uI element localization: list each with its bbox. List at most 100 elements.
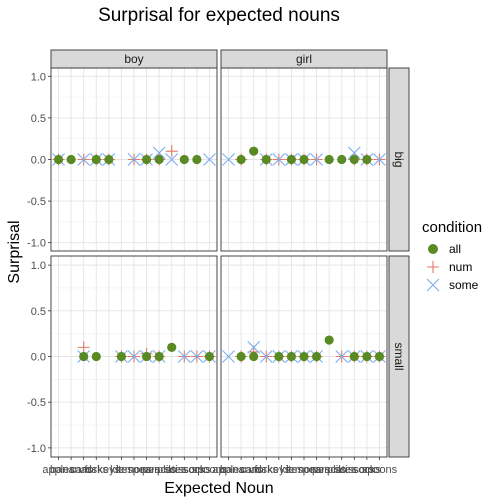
x-tick-label: spoons	[362, 464, 398, 476]
panel-girl-big	[220, 67, 388, 252]
point-all-plates	[167, 342, 177, 352]
x-tick-label: apples	[42, 464, 75, 476]
axis-layer: boy girl big small -1.0 -0.5 0.0 0.5 1.0 -1.0 -0.5…	[27, 49, 410, 476]
x-tick-label: forks	[84, 464, 108, 476]
point-all-scissors	[179, 154, 189, 165]
point-all-cards	[249, 351, 259, 362]
point-all-forks	[261, 154, 271, 165]
point-some-spoons	[373, 153, 386, 166]
point-all-scissors	[349, 154, 359, 165]
legend-label-all: all	[449, 242, 461, 256]
point-all-pencils	[154, 154, 164, 165]
x-tick-label: bananas	[220, 464, 263, 476]
point-all-spoons	[204, 351, 215, 362]
point-all-keys	[104, 154, 114, 165]
point-some-plates	[165, 153, 179, 166]
point-num-plates	[165, 145, 178, 158]
x-tick-label: lemons	[286, 464, 322, 476]
legend: condition all num some	[422, 219, 482, 292]
point-all-kites	[286, 154, 297, 165]
x-tick-label: keys	[98, 464, 121, 476]
point-all-kites	[116, 351, 127, 362]
y-tick-label: 0.5	[31, 306, 46, 318]
legend-key-num	[427, 261, 439, 273]
panel-girl-small	[220, 255, 388, 458]
point-all-bananas	[236, 351, 246, 362]
y-tick-label: 0.0	[31, 352, 46, 364]
point-all-pencils	[154, 351, 164, 362]
x-tick-label: socks	[353, 464, 382, 476]
y-tick-label: -0.5	[27, 397, 46, 409]
strip-girl	[220, 49, 388, 69]
point-all-cards	[79, 351, 89, 362]
y-tick-label: 1.0	[31, 260, 46, 272]
x-tick-label: spoons	[192, 464, 228, 476]
x-tick-label: plates	[327, 464, 357, 476]
point-some-socks	[190, 350, 204, 363]
point-all-kites	[286, 351, 297, 362]
point-some-scissors	[347, 146, 361, 160]
panel-boy-small	[50, 255, 218, 458]
point-all-lemons	[299, 154, 309, 165]
point-some-lemons	[127, 153, 141, 166]
point-some-spoons	[203, 153, 216, 166]
point-num-cards	[77, 341, 90, 354]
x-tick-label: cards	[70, 464, 97, 476]
point-some-pears	[310, 153, 323, 166]
point-all-pears	[311, 351, 322, 362]
point-all-bananas	[66, 154, 76, 165]
point-some-pencils	[152, 146, 166, 160]
legend-label-some: some	[449, 278, 479, 292]
y-tick-label: -0.5	[27, 196, 46, 208]
legend-key-some	[426, 278, 440, 292]
point-all-plates	[337, 154, 347, 165]
point-all-socks	[362, 351, 372, 362]
legend-label-num: num	[449, 260, 472, 274]
x-tick-label: apples	[212, 464, 245, 476]
legend-entry-num: num	[427, 260, 472, 274]
chart-title: Surprisal for expected nouns	[98, 5, 340, 26]
point-some-cards	[77, 153, 91, 166]
point-all-forks	[91, 154, 101, 165]
point-all-socks	[192, 154, 202, 165]
x-tick-label: bananas	[50, 464, 93, 476]
point-some-lemons	[127, 350, 141, 363]
strip-label-boy: boy	[124, 52, 143, 66]
strip-label-girl: girl	[296, 52, 312, 66]
strip-label-small: small	[392, 342, 406, 370]
point-all-scissors	[349, 351, 359, 362]
y-tick-label: 1.0	[31, 71, 46, 83]
x-tick-label: socks	[183, 464, 212, 476]
point-all-bananas	[236, 154, 246, 165]
point-all-pencils	[324, 335, 334, 345]
point-some-apples	[222, 350, 235, 363]
y-tick-label: -1.0	[27, 238, 46, 250]
point-all-apples	[53, 154, 64, 165]
x-tick-label: keys	[268, 464, 291, 476]
point-some-keys	[272, 153, 286, 166]
y-tick-label: 0.0	[31, 155, 46, 167]
x-tick-label: kites	[110, 464, 133, 476]
x-tick-label: plates	[157, 464, 187, 476]
panel-boy-big	[50, 67, 218, 252]
point-all-keys	[274, 351, 284, 362]
strip-big	[388, 67, 410, 252]
point-all-pencils	[324, 154, 334, 165]
y-tick-label: -1.0	[27, 443, 46, 455]
x-tick-label: pencils	[142, 464, 177, 476]
x-tick-label: pears	[303, 464, 331, 476]
y-axis-title: Surprisal	[6, 220, 23, 283]
panels-layer	[50, 67, 388, 458]
point-some-plates	[335, 350, 349, 363]
point-all-socks	[362, 154, 372, 165]
legend-entry-all: all	[428, 242, 461, 256]
point-all-pears	[141, 351, 152, 362]
x-tick-label: cards	[240, 464, 267, 476]
x-tick-label: kites	[280, 464, 303, 476]
legend-key-all	[428, 244, 438, 254]
x-tick-label: scissors	[334, 464, 374, 476]
strip-boy	[50, 49, 218, 69]
x-tick-label: scissors	[164, 464, 204, 476]
point-all-pears	[141, 154, 152, 165]
